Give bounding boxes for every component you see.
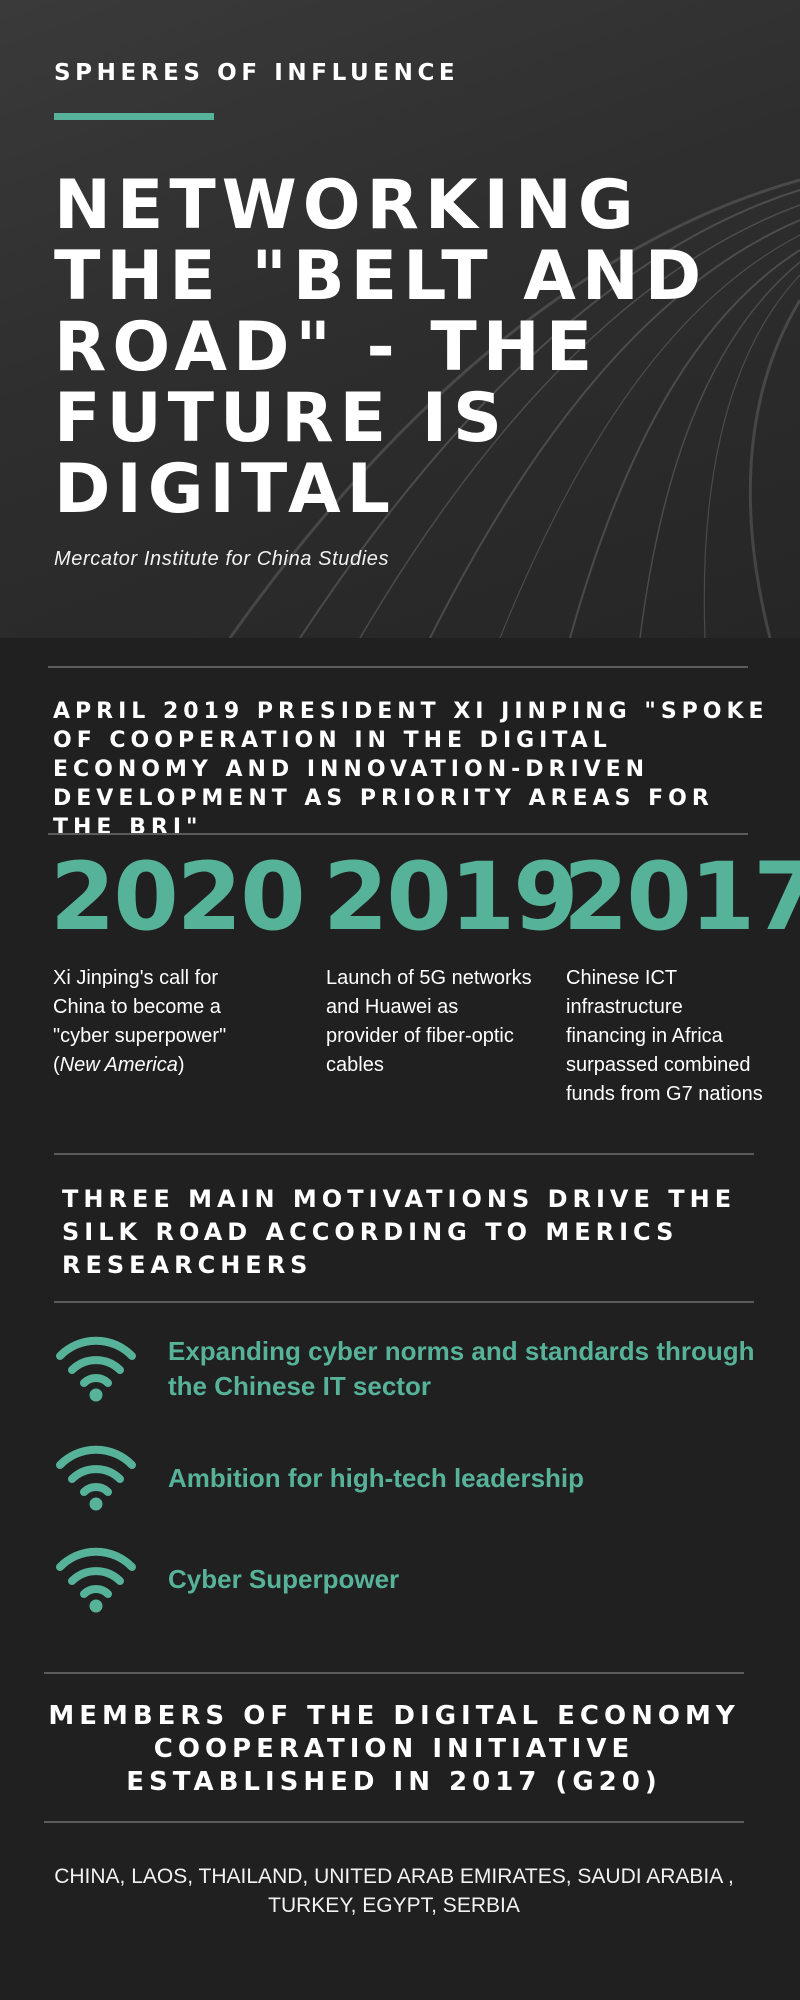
divider xyxy=(48,833,748,835)
source-subtitle: Mercator Institute for China Studies xyxy=(54,548,390,570)
members-list: CHINA, LAOS, THAILAND, UNITED ARAB EMIRA… xyxy=(54,1865,734,1917)
motivation-item-2: Ambition for high-tech leadership xyxy=(168,1463,585,1493)
quote-heading: APRIL 2019 PRESIDENT XI JINPING "SPOKE O… xyxy=(53,699,769,840)
divider xyxy=(54,1153,754,1155)
year-2020-description: Xi Jinping's call for China to become a … xyxy=(53,964,268,1080)
year-2017-description: Chinese ICT infrastructure financing in … xyxy=(566,967,763,1105)
accent-bar xyxy=(54,113,214,120)
divider xyxy=(54,1301,754,1303)
highway-light-trails-image xyxy=(228,178,800,638)
divider xyxy=(44,1821,744,1823)
year-2019: 2019 xyxy=(323,843,579,952)
wifi-icon xyxy=(56,1336,136,1402)
year-2020-text-end: ) xyxy=(177,1054,185,1076)
divider xyxy=(44,1672,744,1674)
motivations-heading: THREE MAIN MOTIVATIONS DRIVE THE SILK RO… xyxy=(62,1185,737,1279)
page-title: NETWORKING THE "BELT AND ROAD" - THE FUT… xyxy=(54,166,708,529)
hero-banner: SPHERES OF INFLUENCE NETWORKING THE "BEL… xyxy=(0,0,800,638)
source-name: New America xyxy=(59,1054,178,1076)
motivation-item-3: Cyber Superpower xyxy=(168,1564,400,1594)
wifi-icon xyxy=(56,1445,136,1511)
wifi-icon xyxy=(56,1547,136,1613)
section-kicker: SPHERES OF INFLUENCE xyxy=(54,60,460,86)
motivation-item-1: Expanding cyber norms and standards thro… xyxy=(168,1336,755,1401)
year-2017: 2017 xyxy=(563,843,800,952)
divider xyxy=(48,666,748,668)
year-2019-description: Launch of 5G networks and Huawei as prov… xyxy=(326,967,532,1076)
members-heading: MEMBERS OF THE DIGITAL ECONOMY COOPERATI… xyxy=(48,1701,740,1797)
year-2020: 2020 xyxy=(50,843,306,952)
year-2020-text: Xi Jinping's call for China to become a … xyxy=(53,967,227,1076)
